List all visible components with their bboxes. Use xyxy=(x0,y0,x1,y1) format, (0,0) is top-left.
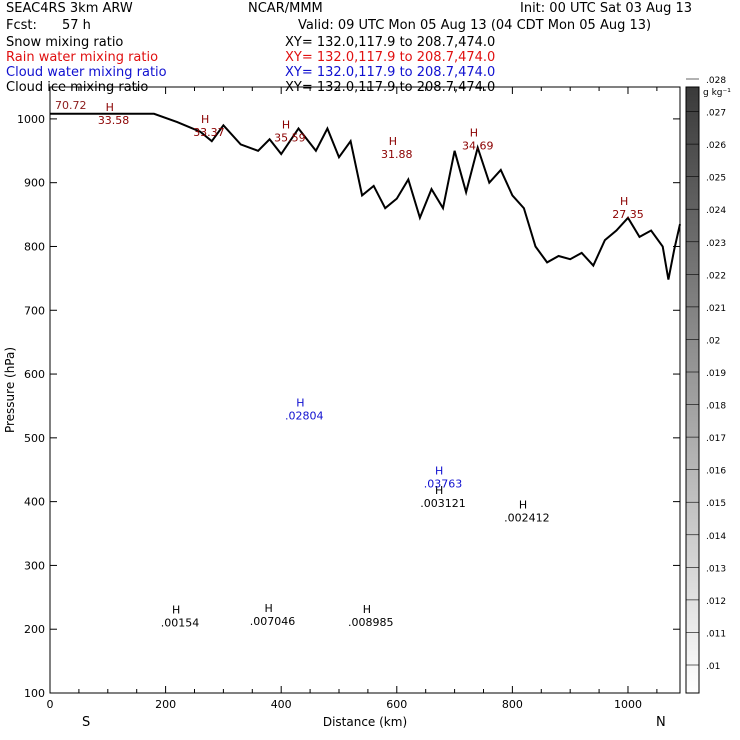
field-xy-rain: XY= 132.0,117.9 to 208.7,474.0 xyxy=(285,50,496,65)
high-value: 34.69 xyxy=(462,140,494,153)
colorbar-level: .012 xyxy=(706,597,726,607)
colorbar-level: .015 xyxy=(706,499,726,509)
x-tick-label: 200 xyxy=(155,698,176,711)
high-value: .02804 xyxy=(285,409,324,422)
organization-title: NCAR/MMM xyxy=(248,1,323,16)
valid-time: Valid: 09 UTC Mon 05 Aug 13 (04 CDT Mon … xyxy=(298,18,652,33)
high-marker: H xyxy=(265,602,273,615)
colorbar-unit: g kg⁻¹ xyxy=(703,88,731,98)
model-title: SEAC4RS 3km ARW xyxy=(6,1,133,16)
high-marker: H xyxy=(519,498,527,511)
high-marker: H xyxy=(296,396,304,409)
high-value: .002412 xyxy=(504,511,550,524)
high-marker: H xyxy=(435,465,443,478)
north-label: N xyxy=(656,715,666,730)
y-axis-label: Pressure (hPa) xyxy=(3,347,17,433)
high-value: 31.88 xyxy=(381,148,413,161)
colorbar-level: .026 xyxy=(706,141,726,151)
high-marker: H xyxy=(282,118,290,131)
colorbar-level: .017 xyxy=(706,434,726,444)
colorbar-level: .011 xyxy=(706,629,726,639)
high-marker: H xyxy=(201,113,209,126)
y-tick-label: 1000 xyxy=(17,113,45,126)
y-tick-label: 500 xyxy=(24,432,45,445)
high-marker: H xyxy=(172,604,180,617)
high-value: 33.58 xyxy=(98,114,130,127)
high-marker: H xyxy=(389,135,397,148)
high-marker: H xyxy=(435,484,443,497)
colorbar-level: .016 xyxy=(706,467,726,477)
init-time: Init: 00 UTC Sat 03 Aug 13 xyxy=(520,1,693,16)
y-tick-label: 200 xyxy=(24,623,45,636)
colorbar-level: .01 xyxy=(706,662,720,672)
forecast-hours: 57 h xyxy=(62,18,91,33)
field-name-rain: Rain water mixing ratio xyxy=(6,50,159,65)
high-value: 27.35 xyxy=(612,208,644,221)
colorbar-level: .027 xyxy=(706,109,726,119)
forecast-label: Fcst: xyxy=(6,18,37,33)
high-value: .008985 xyxy=(348,616,394,629)
field-name-cloud-water: Cloud water mixing ratio xyxy=(6,65,167,80)
high-value: 35.59 xyxy=(274,131,306,144)
y-tick-label: 900 xyxy=(24,177,45,190)
y-tick-label: 300 xyxy=(24,559,45,572)
terrain-line xyxy=(50,112,681,280)
colorbar-level: .028 xyxy=(706,76,726,86)
colorbar-level: .022 xyxy=(706,271,726,281)
high-marker: H xyxy=(363,603,371,616)
colorbar-level: .025 xyxy=(706,174,726,184)
y-tick-label: 800 xyxy=(24,240,45,253)
colorbar-level: .014 xyxy=(706,532,726,542)
x-axis-label: Distance (km) xyxy=(323,715,407,729)
field-xy-snow: XY= 132.0,117.9 to 208.7,474.0 xyxy=(285,35,496,50)
x-tick-label: 400 xyxy=(271,698,292,711)
plot-frame xyxy=(49,86,681,694)
colorbar-level: .023 xyxy=(706,239,726,249)
corner-value: 70.72 xyxy=(55,99,87,112)
x-tick-label: 0 xyxy=(47,698,54,711)
colorbar-level: .021 xyxy=(706,304,726,314)
high-value: .00154 xyxy=(161,617,200,630)
colorbar-level: .02 xyxy=(706,336,720,346)
colorbar-level: .013 xyxy=(706,564,726,574)
y-tick-label: 400 xyxy=(24,496,45,509)
x-tick-label: 1000 xyxy=(614,698,642,711)
y-tick-label: 100 xyxy=(24,687,45,700)
high-marker: H xyxy=(470,127,478,140)
colorbar-level: .024 xyxy=(706,206,726,216)
field-name-snow: Snow mixing ratio xyxy=(6,35,124,50)
colorbar-level: .018 xyxy=(706,402,726,412)
y-tick-label: 600 xyxy=(24,368,45,381)
colorbar-level: .019 xyxy=(706,369,726,379)
x-tick-label: 800 xyxy=(502,698,523,711)
terrain-fill xyxy=(50,113,680,694)
x-tick-label: 600 xyxy=(386,698,407,711)
high-value: 33.37 xyxy=(193,126,225,139)
high-value: .003121 xyxy=(420,497,466,510)
high-marker: H xyxy=(106,101,114,114)
y-tick-label: 700 xyxy=(24,304,45,317)
colorbar xyxy=(685,86,700,694)
high-value: .03763 xyxy=(424,478,463,491)
high-value: .007046 xyxy=(250,615,296,628)
field-xy-cloud-water: XY= 132.0,117.9 to 208.7,474.0 xyxy=(285,65,496,80)
south-label: S xyxy=(82,715,90,730)
high-marker: H xyxy=(620,195,628,208)
